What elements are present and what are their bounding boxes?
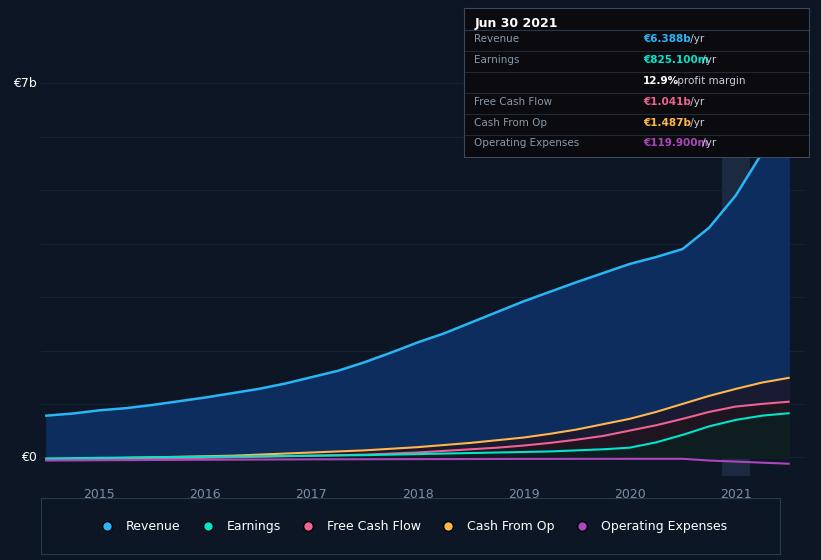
Text: €1.487b: €1.487b — [643, 118, 691, 128]
Text: 12.9%: 12.9% — [643, 76, 679, 86]
Text: profit margin: profit margin — [674, 76, 745, 86]
Text: €6.388b: €6.388b — [643, 34, 691, 44]
Text: /yr: /yr — [686, 34, 704, 44]
Text: /yr: /yr — [699, 138, 716, 148]
Text: Cash From Op: Cash From Op — [475, 118, 548, 128]
Text: €7b: €7b — [13, 77, 37, 90]
Text: Operating Expenses: Operating Expenses — [475, 138, 580, 148]
Legend: Revenue, Earnings, Free Cash Flow, Cash From Op, Operating Expenses: Revenue, Earnings, Free Cash Flow, Cash … — [89, 515, 732, 538]
Text: /yr: /yr — [686, 97, 704, 107]
Text: Revenue: Revenue — [475, 34, 520, 44]
Text: Free Cash Flow: Free Cash Flow — [475, 97, 553, 107]
Text: €825.100m: €825.100m — [643, 55, 709, 65]
Text: /yr: /yr — [686, 118, 704, 128]
Text: Jun 30 2021: Jun 30 2021 — [475, 17, 557, 30]
Text: €119.900m: €119.900m — [643, 138, 709, 148]
Text: €1.041b: €1.041b — [643, 97, 691, 107]
Text: Earnings: Earnings — [475, 55, 520, 65]
Text: €0: €0 — [21, 451, 37, 464]
Text: /yr: /yr — [699, 55, 716, 65]
